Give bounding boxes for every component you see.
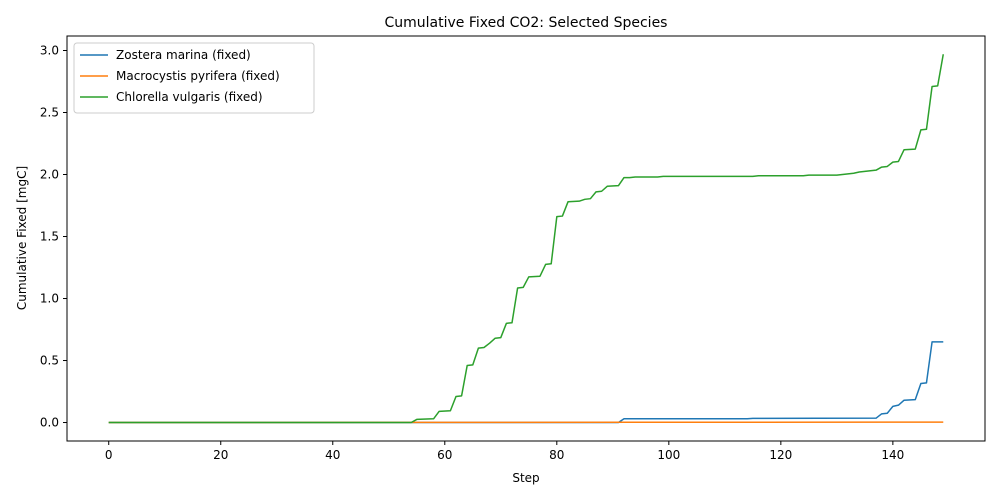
x-tick-label: 40 [325, 448, 340, 462]
legend-label: Zostera marina (fixed) [116, 48, 251, 62]
y-tick-label: 1.5 [40, 230, 59, 244]
legend: Zostera marina (fixed) Macrocystis pyrife… [73, 42, 315, 114]
x-tick-label: 0 [105, 448, 113, 462]
x-tick-label: 140 [881, 448, 904, 462]
y-tick-label: 3.0 [40, 44, 59, 58]
legend-box [73, 42, 315, 114]
x-tick-label: 100 [657, 448, 680, 462]
x-tick-label: 80 [549, 448, 564, 462]
x-tick-label: 60 [437, 448, 452, 462]
y-tick-label: 2.5 [40, 106, 59, 120]
y-axis-label: Cumulative Fixed [mgC] [15, 166, 29, 310]
series-line-2 [108, 54, 945, 424]
series-line-0 [108, 341, 944, 424]
chart-title: Cumulative Fixed CO2: Selected Species [385, 15, 668, 31]
x-axis-label: Step [512, 471, 539, 485]
y-tick-label: 0.5 [40, 354, 59, 368]
legend-label: Macrocystis pyrifera (fixed) [116, 69, 280, 83]
legend-label: Chlorella vulgaris (fixed) [116, 90, 263, 104]
x-axis: 0 20 40 60 80 100 120 140 [105, 441, 904, 462]
x-tick-label: 20 [213, 448, 228, 462]
x-tick-label: 120 [769, 448, 792, 462]
plot-frame [66, 35, 986, 442]
y-tick-label: 2.0 [40, 168, 59, 182]
y-tick-label: 1.0 [40, 292, 59, 306]
y-tick-label: 0.0 [40, 416, 59, 430]
plot-area [108, 54, 945, 424]
y-axis: 0.0 0.5 1.0 1.5 2.0 2.5 3.0 [40, 44, 67, 430]
